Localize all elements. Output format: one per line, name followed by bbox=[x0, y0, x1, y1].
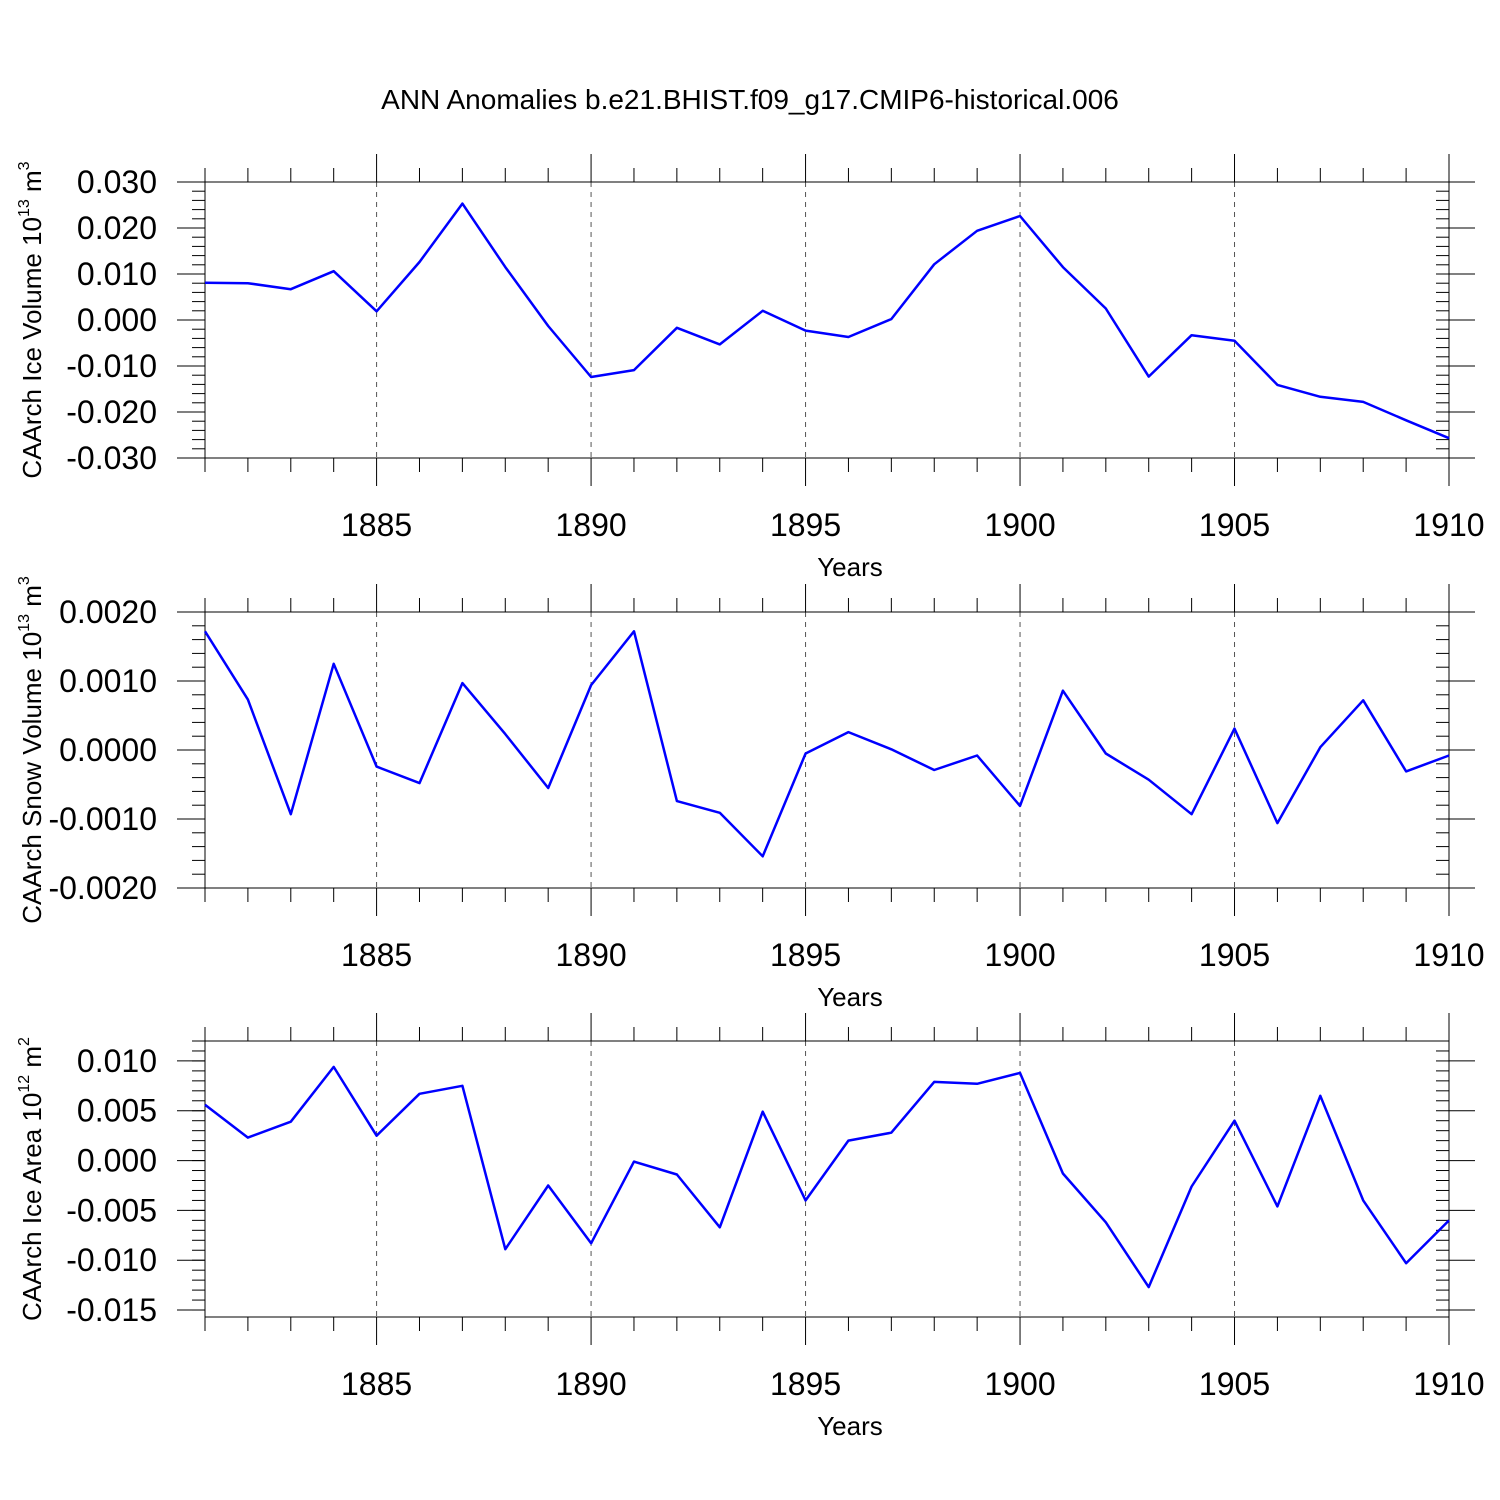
x-tick-label: 1910 bbox=[1413, 937, 1484, 973]
y-axis-label-unit: m bbox=[17, 1046, 47, 1075]
y-tick-label: 0.000 bbox=[77, 302, 157, 338]
plot-frame bbox=[204, 1040, 1450, 1318]
x-tick-label: 1900 bbox=[984, 937, 1055, 973]
x-axis-label: Years bbox=[817, 982, 883, 1012]
y-tick-label: -0.010 bbox=[66, 1242, 157, 1278]
x-tick-label: 1885 bbox=[341, 507, 412, 543]
plot-frame bbox=[204, 611, 1450, 889]
y-axis-label-unit-exponent: 3 bbox=[16, 161, 33, 170]
x-axis-label: Years bbox=[817, 1411, 883, 1441]
panel-1: 1885 1890 1895 1900 1905 1910 0.030 0.020 0.010 0… bbox=[16, 154, 1485, 582]
x-tick-label: 1905 bbox=[1199, 937, 1270, 973]
y-tick-label: -0.020 bbox=[66, 394, 157, 430]
x-tick-label: 1895 bbox=[770, 507, 841, 543]
y-tick-label: -0.030 bbox=[66, 440, 157, 476]
y-axis-label: CAArch Snow Volume 1013 m3 bbox=[16, 576, 47, 924]
y-tick-label: -0.0010 bbox=[48, 801, 157, 837]
x-tick-label: 1895 bbox=[770, 937, 841, 973]
x-tick-label: 1890 bbox=[555, 1366, 626, 1402]
panel-3: 1885 1890 1895 1900 1905 1910 0.010 0.005 0.000 -… bbox=[16, 1013, 1485, 1441]
x-tick-label: 1900 bbox=[984, 1366, 1055, 1402]
y-tick-label: 0.010 bbox=[77, 256, 157, 292]
y-tick-label: -0.0020 bbox=[48, 870, 157, 906]
y-tick-label: -0.015 bbox=[66, 1292, 157, 1328]
y-axis-label-main: CAArch Ice Volume 10 bbox=[17, 217, 47, 479]
y-axis-label-main: CAArch Snow Volume 10 bbox=[17, 632, 47, 924]
figure-title: ANN Anomalies b.e21.BHIST.f09_g17.CMIP6-… bbox=[381, 84, 1119, 115]
x-tick-label: 1905 bbox=[1199, 507, 1270, 543]
y-tick-label: 0.0020 bbox=[59, 594, 157, 630]
x-tick-label: 1905 bbox=[1199, 1366, 1270, 1402]
y-tick-label: 0.0010 bbox=[59, 663, 157, 699]
plot-frame bbox=[204, 181, 1450, 459]
y-tick-label: -0.005 bbox=[66, 1192, 157, 1228]
panel-2: 1885 1890 1895 1900 1905 1910 0.0020 0.0010 0.00… bbox=[16, 576, 1485, 1012]
y-tick-label: 0.005 bbox=[77, 1093, 157, 1129]
y-tick-label: 0.010 bbox=[77, 1043, 157, 1079]
x-tick-label: 1885 bbox=[341, 937, 412, 973]
y-axis-label-exponent: 13 bbox=[16, 614, 33, 632]
x-tick-label: 1890 bbox=[555, 507, 626, 543]
x-tick-label: 1885 bbox=[341, 1366, 412, 1402]
y-tick-label: 0.000 bbox=[77, 1143, 157, 1179]
y-axis-label: CAArch Ice Area 1012 m2 bbox=[16, 1037, 47, 1321]
y-tick-label: 0.0000 bbox=[59, 732, 157, 768]
series-line bbox=[204, 202, 1450, 440]
y-tick-label: 0.020 bbox=[77, 210, 157, 246]
y-tick-label: 0.030 bbox=[77, 164, 157, 200]
series-line bbox=[204, 1065, 1450, 1289]
y-axis-label-exponent: 12 bbox=[16, 1075, 33, 1093]
series-line bbox=[203, 630, 1450, 858]
y-axis-label-main: CAArch Ice Area 10 bbox=[17, 1093, 47, 1321]
x-tick-label: 1890 bbox=[555, 937, 626, 973]
x-tick-label: 1910 bbox=[1413, 507, 1484, 543]
y-tick-label: -0.010 bbox=[66, 348, 157, 384]
y-axis-label-unit-exponent: 3 bbox=[16, 576, 33, 585]
y-axis-label: CAArch Ice Volume 1013 m3 bbox=[16, 161, 47, 478]
x-tick-label: 1900 bbox=[984, 507, 1055, 543]
y-axis-label-unit: m bbox=[17, 585, 47, 614]
y-axis-label-unit-exponent: 2 bbox=[16, 1037, 33, 1046]
panels: 1885 1890 1895 1900 1905 1910 0.030 0.020 0.010 0… bbox=[16, 154, 1485, 1441]
x-tick-label: 1910 bbox=[1413, 1366, 1484, 1402]
y-axis-label-unit: m bbox=[17, 170, 47, 199]
x-axis-label: Years bbox=[817, 552, 883, 582]
y-axis-label-exponent: 13 bbox=[16, 199, 33, 217]
x-tick-label: 1895 bbox=[770, 1366, 841, 1402]
